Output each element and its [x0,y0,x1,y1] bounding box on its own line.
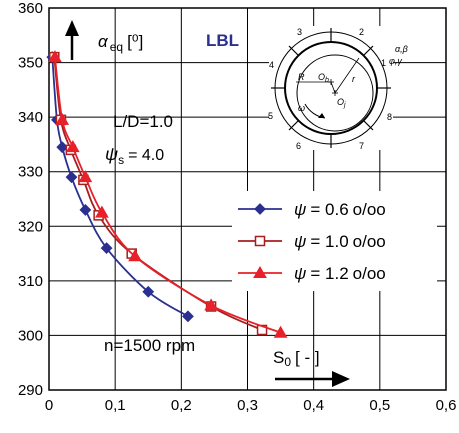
zone-label-3: 3 [297,27,302,37]
x-tick-label: 0,5 [369,397,390,414]
data-point [48,50,62,63]
center-Oj-letter: O [337,97,344,107]
journal-circle [296,54,374,132]
zone-label-5: 5 [268,111,273,121]
data-point [273,325,288,338]
psi-s-label: ψs = 4.0 [105,144,164,167]
zone-label-1: 1 [381,58,386,68]
data-point [142,285,155,298]
center-Ob-sub: b [325,77,329,84]
y-tick-label: 300 [18,327,43,344]
axes: 0 0,1 0,2 0,3 0,4 0,5 0,6290300310320330340350… [18,0,456,414]
y-tick-label: 350 [18,55,43,72]
zone-label-8: 8 [387,112,392,122]
psi-s-symbol: ψ [105,144,118,164]
phi-gamma-label: φ,γ [389,56,402,66]
bearing-diagram: 1 2 3 4 5 6 7 8 α,β φ,γ R Ob Oj r ω [268,26,408,151]
data-point [100,242,113,255]
x-tick-label: 0,4 [303,397,324,414]
center-Ob-label: Ob [318,72,329,84]
psi-s-value: = 4.0 [128,147,164,164]
plot-frame [48,7,447,391]
y-label-main: α [98,32,109,51]
series-2 [48,50,288,338]
center-Oj-sub: j [343,102,346,109]
x-tick-label: 0,6 [436,397,457,414]
omega-label: ω [298,103,305,113]
svg-text:αeq[⁰]: α eq [⁰] [98,32,143,54]
legend-label: ψ = 1.0 o/oo [294,232,386,251]
y-axis-label: α eq [⁰] [65,20,143,60]
data-point [128,249,142,262]
data-point [204,298,218,311]
y-label-sub: eq [110,40,123,54]
bearing-divider-lines [271,28,391,148]
alpha-beta-label: α,β [395,44,408,54]
y-label-unit: [⁰] [127,32,143,51]
bearing-diagram-background [269,26,393,150]
lbl-label: LBL [206,31,239,50]
x-label-sub: 0 [284,355,291,369]
center-Oj-label: Oj [337,97,346,109]
zone-label-4: 4 [269,60,274,70]
legend-marker [254,235,266,247]
x-tick-label: 0,1 [105,397,126,414]
legend-item: ψ = 0.6 o/oo [238,200,386,219]
legend-label: ψ = 0.6 o/oo [294,200,386,219]
x-tick-label: 0,3 [237,397,258,414]
psi-s-sub: s [118,153,124,167]
y-tick-label: 330 [18,164,43,181]
data-point [95,205,109,218]
x-label-main: S [273,348,284,367]
bearing-radial-lines [296,57,360,94]
center-marks [328,79,338,96]
legend-item: ψ = 1.2 o/oo [238,264,386,283]
x-axis-label: S0 [ - ] [273,348,350,387]
y-tick-label: 320 [18,218,43,235]
y-tick-label: 290 [18,382,43,399]
legend-marker [253,265,267,278]
data-point [65,171,78,184]
zone-label-2: 2 [359,27,364,37]
legend-item: ψ = 1.0 o/oo [238,232,386,251]
x-tick-label: 0 [45,397,53,414]
svg-text:S0[ - ]: S0 [ - ] [273,348,320,369]
legend-label: ψ = 1.2 o/oo [294,264,386,283]
y-tick-label: 340 [18,109,43,126]
series [46,50,288,338]
rotation-arrowhead [318,113,325,118]
legend-marker [254,203,266,215]
zone-label-7: 7 [359,141,364,151]
radius-R-label: R [298,72,305,82]
data-point [65,140,80,153]
radius-r-label: r [352,74,356,84]
x-label-unit: [ - ] [295,348,320,367]
data-point [78,170,93,183]
zone-label-6: 6 [296,141,301,151]
legend: ψ = 0.6 o/oo ψ = 1.0 o/oo ψ = 1.2 o/oo [232,191,437,291]
center-Ob-letter: O [318,72,325,82]
data-point [182,310,194,323]
data-point [79,204,92,216]
y-tick-label: 360 [18,0,43,17]
speed-label: n=1500 rpm [104,336,195,355]
data-point [55,112,70,125]
x-tick-label: 0,2 [171,397,192,414]
ld-label: L/D=1.0 [113,112,173,131]
y-tick-label: 310 [18,273,43,290]
